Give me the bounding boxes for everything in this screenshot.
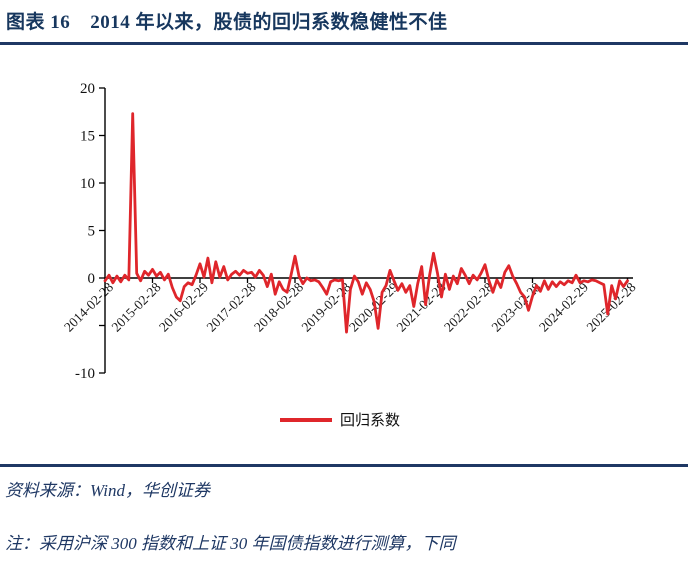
figure-header: 图表 16 2014 年以来，股债的回归系数稳健性不佳	[6, 7, 682, 34]
y-tick-label: 20	[80, 81, 95, 97]
source-text: 资料来源：Wind，华创证券	[5, 481, 210, 500]
axes: 20 15 10 5 0 -10	[75, 81, 633, 382]
regression-chart: 2014-02-28 2015-02-28 2016-02-29 2017-02-28…	[0, 50, 688, 390]
footer-divider	[0, 464, 688, 467]
y-tick-label: 0	[88, 271, 96, 287]
y-tick-label: 5	[88, 224, 96, 240]
series-lines	[103, 112, 629, 334]
y-tick-label: -10	[75, 366, 95, 382]
x-tick-label: 2024-02-29	[536, 279, 591, 334]
series-line-regression	[103, 112, 629, 334]
figure-number: 图表 16	[6, 12, 71, 33]
regression-chart-svg: 2014-02-282015-02-282016-02-292017-02-28…	[61, 81, 639, 382]
legend-line-swatch	[280, 417, 332, 422]
chart-legend: 回归系数	[280, 409, 400, 430]
y-tick-label: 15	[80, 129, 95, 145]
figure-title: 2014 年以来，股债的回归系数稳健性不佳	[90, 12, 448, 33]
y-tick-label: 10	[80, 176, 95, 192]
note-text: 注：采用沪深 300 指数和上证 30 年国债指数进行测算，下同	[5, 534, 456, 553]
legend-label: 回归系数	[340, 413, 401, 429]
x-tick-label: 2015-02-28	[108, 279, 163, 334]
x-tick-label: 2017-02-28	[203, 279, 258, 334]
header-divider	[0, 42, 688, 45]
x-tick-label: 2014-02-28	[61, 279, 116, 334]
